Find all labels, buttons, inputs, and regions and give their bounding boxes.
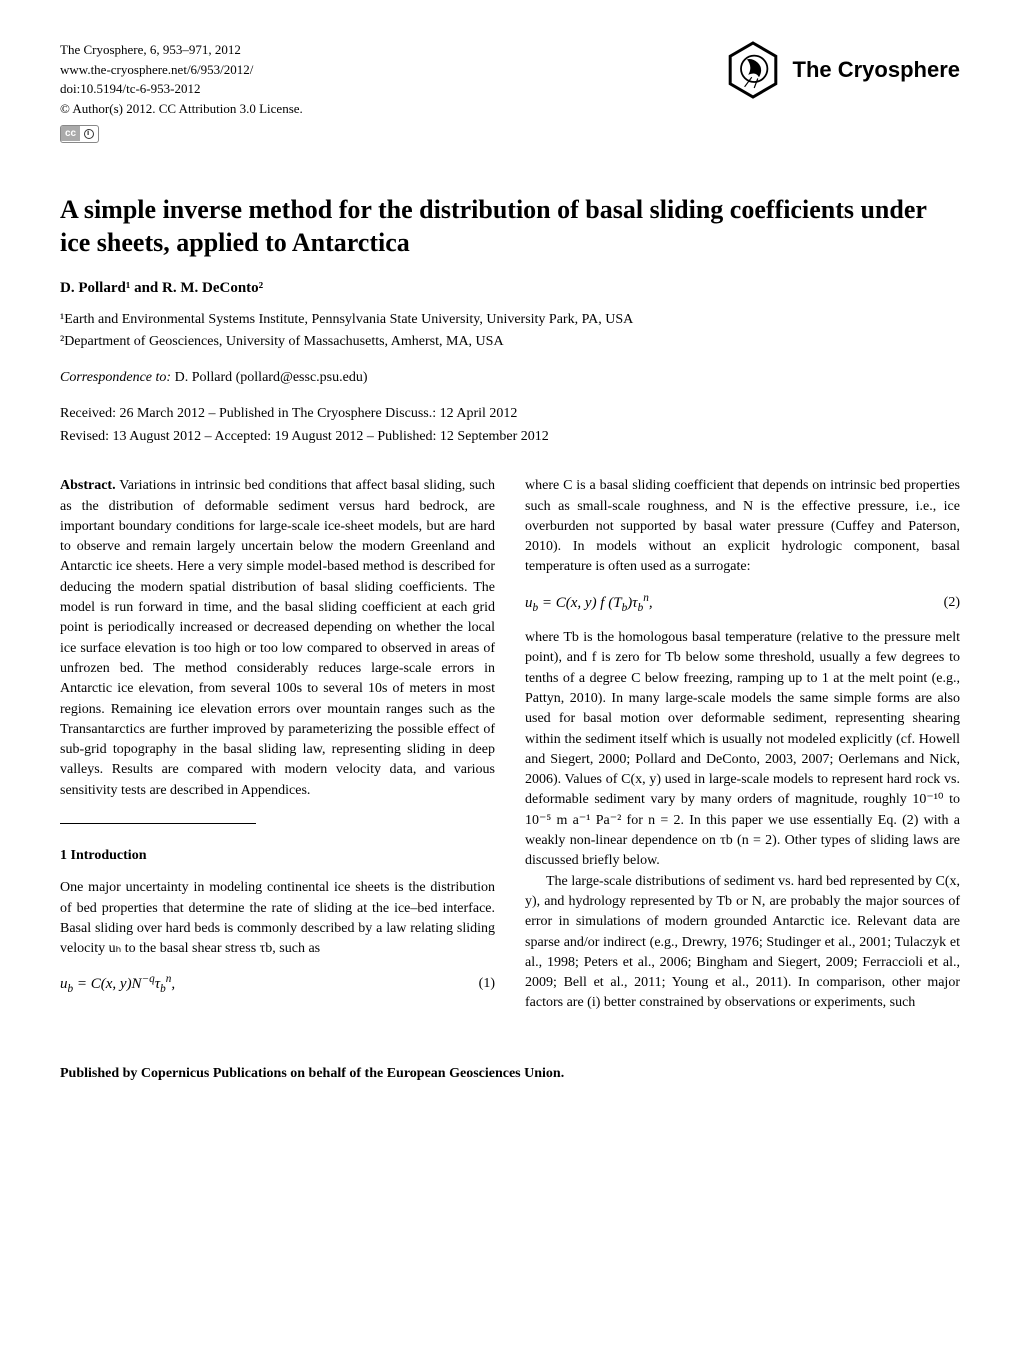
right-column: where C is a basal sliding coefficient t…	[525, 476, 960, 1013]
right-paragraph-3: The large-scale distributions of sedimen…	[525, 872, 960, 1014]
correspondence: Correspondence to: D. Pollard (pollard@e…	[60, 368, 960, 388]
journal-line-3: doi:10.5194/tc-6-953-2012	[60, 79, 303, 99]
correspondence-label: Correspondence to:	[60, 370, 171, 385]
publication-dates: Received: 26 March 2012 – Published in T…	[60, 403, 960, 448]
intro-paragraph-1: One major uncertainty in modeling contin…	[60, 878, 495, 959]
intro-text-1: One major uncertainty in modeling contin…	[60, 880, 495, 956]
affiliation-2: ²Department of Geosciences, University o…	[60, 331, 960, 353]
authors: D. Pollard¹ and R. M. DeConto²	[60, 278, 960, 299]
header-row: The Cryosphere, 6, 953–971, 2012 www.the…	[60, 40, 960, 143]
equation-1: ub = C(x, y)N−qτbn,	[60, 971, 175, 997]
journal-line-2: www.the-cryosphere.net/6/953/2012/	[60, 60, 303, 80]
left-column: Abstract. Variations in intrinsic bed co…	[60, 476, 495, 1013]
affiliations: ¹Earth and Environmental Systems Institu…	[60, 309, 960, 354]
equation-1-row: ub = C(x, y)N−qτbn, (1)	[60, 971, 495, 997]
dates-line-1: Received: 26 March 2012 – Published in T…	[60, 403, 960, 425]
cc-badge-icon: cc	[60, 125, 99, 143]
abstract-label: Abstract.	[60, 478, 116, 493]
article-title: A simple inverse method for the distribu…	[60, 193, 960, 261]
right-paragraph-1: where C is a basal sliding coefficient t…	[525, 476, 960, 577]
body-columns: Abstract. Variations in intrinsic bed co…	[60, 476, 960, 1013]
abstract-body: Variations in intrinsic bed conditions t…	[60, 478, 495, 797]
abstract-paragraph: Abstract. Variations in intrinsic bed co…	[60, 476, 495, 801]
equation-2-number: (2)	[944, 593, 960, 613]
cc-license-block: cc	[60, 122, 303, 143]
correspondence-value: D. Pollard (pollard@essc.psu.edu)	[171, 370, 367, 385]
cc-by-icon	[80, 129, 98, 139]
journal-logo: The Cryosphere	[723, 40, 961, 100]
cc-text: cc	[61, 126, 80, 141]
right-paragraph-2: where Tb is the homologous basal tempera…	[525, 628, 960, 872]
dates-line-2: Revised: 13 August 2012 – Accepted: 19 A…	[60, 426, 960, 448]
equation-2: ub = C(x, y) f (Tb)τbn,	[525, 590, 653, 616]
equation-1-number: (1)	[479, 974, 495, 994]
section-heading-intro: 1 Introduction	[60, 846, 495, 866]
journal-line-4: © Author(s) 2012. CC Attribution 3.0 Lic…	[60, 99, 303, 119]
footer-publisher: Published by Copernicus Publications on …	[60, 1064, 960, 1084]
affiliation-1: ¹Earth and Environmental Systems Institu…	[60, 309, 960, 331]
journal-line-1: The Cryosphere, 6, 953–971, 2012	[60, 40, 303, 60]
equation-2-row: ub = C(x, y) f (Tb)τbn, (2)	[525, 590, 960, 616]
section-divider	[60, 823, 256, 824]
logo-text: The Cryosphere	[793, 55, 961, 86]
cryosphere-logo-icon	[723, 40, 783, 100]
journal-info: The Cryosphere, 6, 953–971, 2012 www.the…	[60, 40, 303, 143]
